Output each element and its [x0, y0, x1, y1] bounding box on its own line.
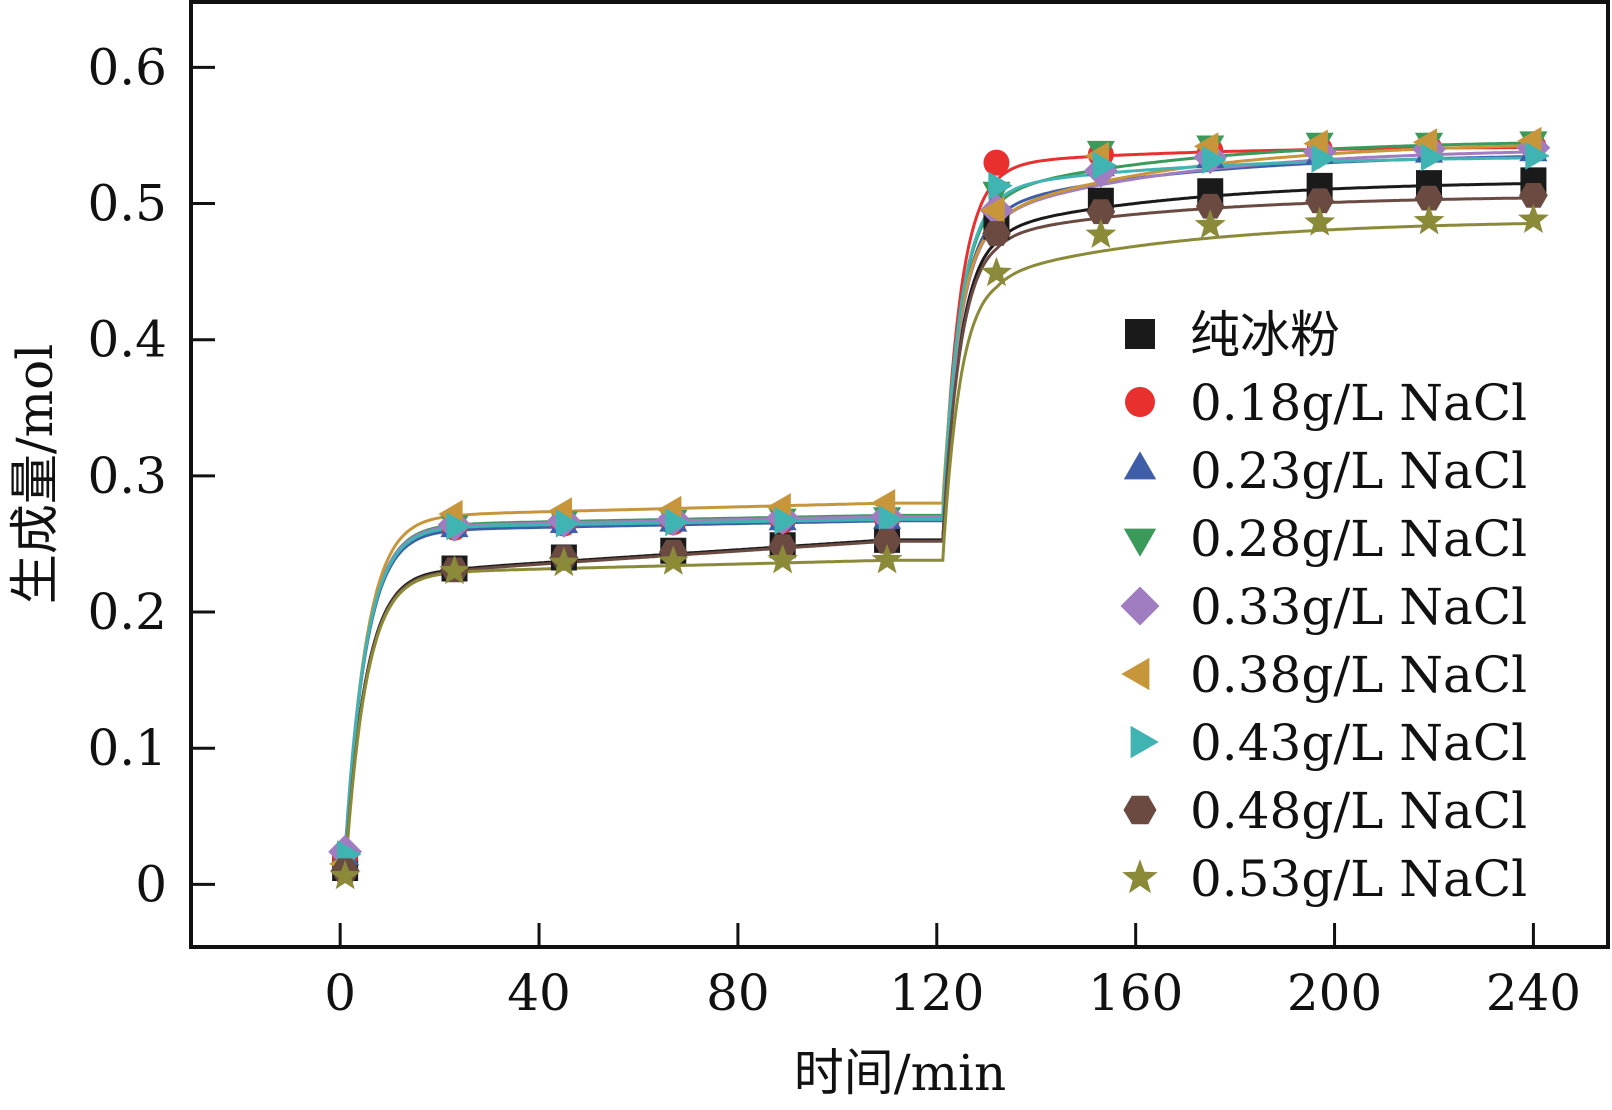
data-point: [548, 546, 580, 577]
y-tick-label: 0.5: [87, 175, 167, 233]
data-point: [1311, 144, 1336, 173]
data-point: [1202, 145, 1227, 174]
legend-label: 0.38g/L NaCl: [1190, 646, 1527, 704]
data-point: [982, 221, 1011, 246]
data-point: [871, 544, 903, 574]
data-point: [872, 528, 902, 554]
data-point: [1519, 183, 1548, 208]
data-point: [329, 859, 361, 890]
series-markers: [328, 126, 1551, 890]
data-point: [878, 505, 904, 534]
data-point: [980, 196, 1005, 225]
y-axis: 0 0.1 0.2 0.3 0.4 0.5 0.6: [87, 38, 215, 913]
data-point: [1525, 141, 1550, 170]
series-line: [343, 221, 1534, 877]
data-point: [1304, 206, 1336, 236]
data-point: [988, 171, 1013, 200]
x-tick-label: 120: [889, 964, 984, 1022]
data-point: [767, 544, 799, 574]
data-point: [1085, 218, 1117, 248]
data-point: [1195, 193, 1225, 219]
x-tick-label: 240: [1486, 964, 1581, 1022]
legend-marker: [1123, 451, 1157, 480]
legend: 纯冰粉 0.18g/L NaCl 0.23g/L NaCl 0.28g/L NaCl 0…: [1120, 306, 1527, 908]
data-point: [1420, 143, 1446, 172]
y-axis-title: 生成量/mol: [6, 344, 64, 604]
y-tick-label: 0.6: [87, 38, 167, 96]
legend-label: 0.18g/L NaCl: [1190, 374, 1527, 432]
data-point: [1092, 151, 1118, 180]
legend-marker: [1123, 528, 1157, 557]
data-point: [1413, 205, 1445, 235]
legend-label: 0.28g/L NaCl: [1190, 510, 1527, 568]
x-tick-label: 0: [324, 964, 356, 1022]
data-point: [1518, 203, 1549, 233]
x-tick-label: 80: [706, 964, 770, 1022]
data-point: [870, 489, 896, 518]
y-tick-label: 0.3: [87, 447, 167, 505]
y-tick-label: 0.1: [87, 719, 167, 777]
x-axis-title: 时间/min: [794, 1044, 1006, 1102]
y-tick-label: 0.2: [87, 583, 167, 641]
data-point: [1305, 188, 1334, 214]
data-point: [657, 545, 689, 575]
data-point: [774, 506, 799, 535]
legend-marker: [1125, 319, 1155, 349]
legend-marker: [1122, 859, 1158, 894]
data-point: [1414, 185, 1444, 211]
x-tick-label: 40: [507, 964, 571, 1022]
legend-marker: [1123, 795, 1157, 825]
x-tick-label: 160: [1088, 964, 1183, 1022]
legend-marker: [1121, 657, 1150, 691]
y-tick-label: 0.4: [87, 311, 167, 369]
data-point: [983, 149, 1010, 176]
x-axis: 0 40 80 120 160 200 240: [324, 923, 1581, 1022]
legend-label: 0.33g/L NaCl: [1190, 578, 1527, 636]
series-line: [343, 156, 1534, 855]
data-point: [439, 554, 470, 585]
y-tick-label: 0: [135, 855, 167, 913]
series-line: [343, 196, 1534, 871]
legend-label: 纯冰粉: [1190, 306, 1340, 364]
series-line: [343, 144, 1534, 864]
x-tick-label: 200: [1287, 964, 1382, 1022]
legend-marker: [1125, 387, 1155, 417]
legend-marker: [1120, 586, 1160, 626]
data-point: [665, 508, 690, 537]
data-point: [446, 512, 471, 541]
data-point: [1194, 209, 1226, 239]
data-point: [555, 509, 581, 538]
legend-label: 0.23g/L NaCl: [1190, 442, 1527, 500]
legend-label: 0.43g/L NaCl: [1190, 714, 1527, 772]
legend-marker: [1130, 725, 1159, 759]
data-point: [981, 256, 1012, 287]
legend-label: 0.53g/L NaCl: [1190, 850, 1527, 908]
data-point: [1086, 199, 1116, 225]
legend-label: 0.48g/L NaCl: [1190, 782, 1527, 840]
